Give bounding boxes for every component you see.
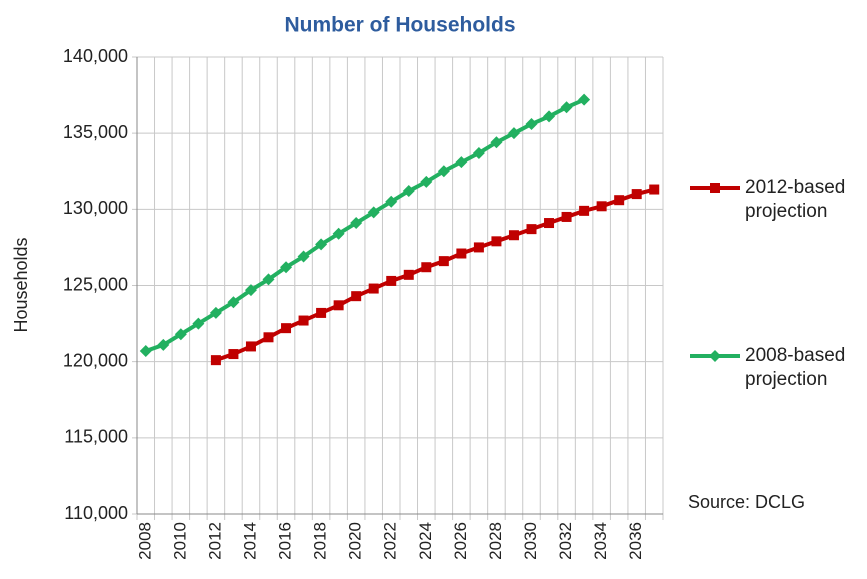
marker xyxy=(709,350,721,362)
marker xyxy=(227,296,240,309)
marker xyxy=(561,211,572,222)
x-tick-label: 2030 xyxy=(521,522,540,560)
marker xyxy=(350,217,363,230)
legend-label: 2012-based projection xyxy=(745,177,846,222)
marker xyxy=(298,315,309,326)
y-tick-label: 130,000 xyxy=(63,198,128,218)
marker xyxy=(614,195,625,206)
marker xyxy=(263,332,274,343)
annotation: Source: DCLG xyxy=(688,492,805,512)
chart-title: Number of Households xyxy=(284,14,515,37)
x-tick-label: 2012 xyxy=(205,522,224,560)
x-tick-label: 2024 xyxy=(416,522,435,560)
x-tick-label: 2008 xyxy=(135,522,154,560)
x-tick-label: 2032 xyxy=(556,522,575,560)
legend-label: 2008-based projection xyxy=(745,345,846,390)
x-tick-label: 2016 xyxy=(276,522,295,560)
marker xyxy=(210,355,221,366)
x-tick-label: 2036 xyxy=(626,522,645,560)
marker xyxy=(332,227,345,240)
marker xyxy=(245,341,256,352)
y-tick-label: 125,000 xyxy=(63,274,128,294)
x-tick-label: 2020 xyxy=(346,522,365,560)
marker xyxy=(438,256,449,267)
marker xyxy=(420,175,433,188)
marker xyxy=(507,127,520,140)
x-tick-label: 2018 xyxy=(311,522,330,560)
marker xyxy=(139,345,152,358)
marker xyxy=(209,306,222,319)
marker xyxy=(710,183,720,193)
marker xyxy=(157,338,170,351)
marker xyxy=(228,349,239,360)
y-tick-label: 135,000 xyxy=(63,122,128,142)
y-tick-label: 110,000 xyxy=(64,503,128,523)
x-tick-label: 2028 xyxy=(486,522,505,560)
marker xyxy=(333,300,344,311)
marker xyxy=(526,224,537,235)
marker xyxy=(473,242,484,253)
x-tick-label: 2022 xyxy=(381,522,400,560)
x-tick-label: 2010 xyxy=(170,522,189,560)
marker xyxy=(315,238,328,251)
marker xyxy=(316,307,327,318)
marker xyxy=(596,201,607,212)
marker xyxy=(631,189,642,200)
x-tick-label: 2034 xyxy=(591,522,610,560)
y-tick-label: 120,000 xyxy=(63,350,128,370)
marker xyxy=(421,262,432,273)
x-tick-label: 2026 xyxy=(451,522,470,560)
marker xyxy=(525,118,538,131)
marker xyxy=(508,230,519,241)
marker xyxy=(262,273,275,286)
marker xyxy=(297,250,310,263)
marker xyxy=(456,248,467,259)
marker xyxy=(490,136,503,149)
y-tick-label: 140,000 xyxy=(63,46,128,66)
marker xyxy=(579,205,590,216)
marker xyxy=(192,317,205,330)
marker xyxy=(544,218,555,229)
marker xyxy=(402,185,415,198)
marker xyxy=(386,275,397,286)
marker xyxy=(455,156,468,169)
marker xyxy=(244,284,257,297)
marker xyxy=(368,283,379,294)
marker xyxy=(491,236,502,247)
marker xyxy=(403,269,414,280)
marker xyxy=(578,93,591,106)
marker xyxy=(472,146,485,159)
marker xyxy=(437,165,450,178)
marker xyxy=(367,206,380,219)
marker xyxy=(351,291,362,302)
marker xyxy=(385,195,398,208)
x-tick-label: 2014 xyxy=(240,522,259,560)
marker xyxy=(280,261,293,274)
marker xyxy=(543,110,556,123)
marker xyxy=(281,323,292,334)
marker xyxy=(174,328,187,341)
marker xyxy=(649,184,660,195)
y-axis-label: Households xyxy=(11,237,31,332)
marker xyxy=(560,101,573,114)
y-tick-label: 115,000 xyxy=(64,427,128,447)
